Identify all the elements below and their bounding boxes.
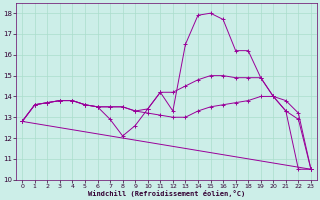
X-axis label: Windchill (Refroidissement éolien,°C): Windchill (Refroidissement éolien,°C) <box>88 190 245 197</box>
